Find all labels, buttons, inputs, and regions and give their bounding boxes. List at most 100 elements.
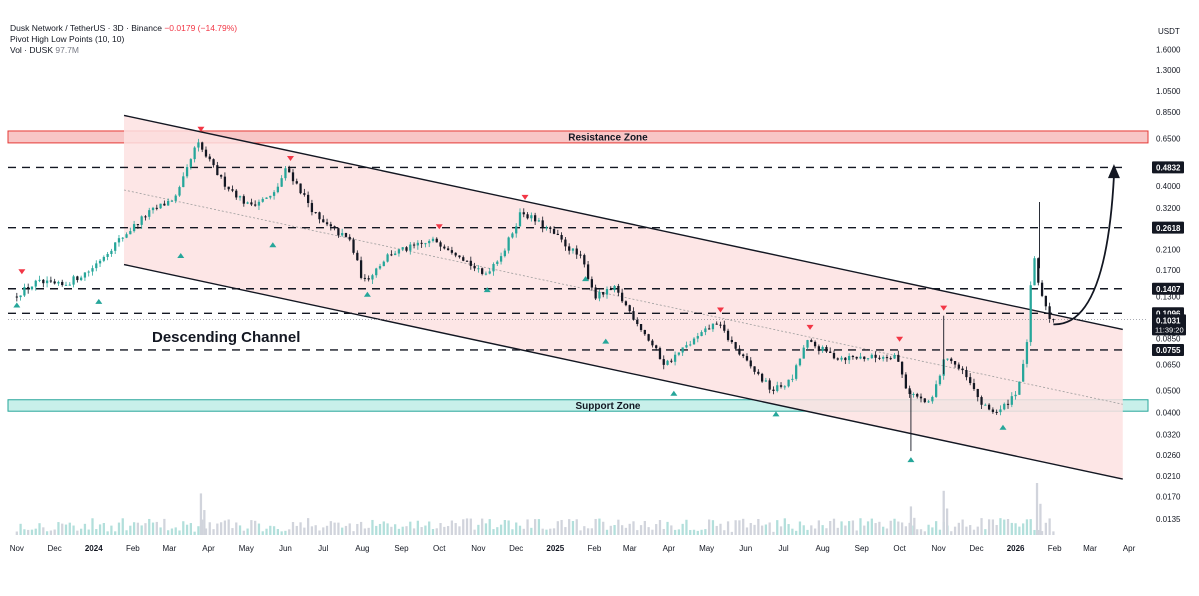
candle-body — [144, 216, 147, 218]
candle-body — [639, 324, 643, 330]
candle-body — [1018, 381, 1021, 395]
candle-body — [34, 280, 37, 287]
volume-bar — [704, 529, 707, 535]
volume-bar — [204, 528, 208, 535]
volume-peak-bar — [913, 517, 916, 535]
candle-body — [916, 393, 919, 397]
candle-body — [851, 356, 855, 358]
candle-body — [223, 176, 227, 187]
volume-bar — [904, 526, 908, 535]
candle-body — [628, 305, 631, 312]
pivot-high-marker — [521, 194, 529, 200]
candle-body — [738, 348, 741, 355]
candle-body — [238, 196, 242, 198]
candle-body — [950, 358, 953, 362]
candle-body — [382, 261, 385, 267]
volume-bar — [401, 526, 404, 535]
volume-bar — [670, 525, 673, 535]
volume-bar — [817, 520, 820, 535]
x-tick-label: Dec — [509, 544, 523, 553]
candle-body — [473, 265, 476, 269]
candle-body — [749, 360, 752, 367]
candle-body — [662, 359, 665, 365]
candle-body — [825, 346, 828, 352]
volume-bar — [428, 521, 431, 535]
volume-bar — [238, 525, 242, 535]
volume-bar — [235, 522, 238, 535]
candle-body — [568, 246, 571, 251]
volume-bar — [560, 519, 563, 535]
volume-bar — [27, 529, 30, 535]
x-tick-label: 2025 — [546, 544, 564, 553]
volume-bar — [980, 518, 983, 535]
candle-body — [193, 147, 196, 160]
candle-body — [117, 238, 121, 243]
volume-bar — [1040, 531, 1044, 535]
volume-bar — [935, 521, 938, 535]
channel-label: Descending Channel — [152, 329, 300, 346]
y-tick-label: 0.0260 — [1156, 451, 1181, 460]
level-tag-label: 0.0755 — [1156, 346, 1181, 355]
candle-body — [882, 357, 885, 359]
volume-bar — [772, 531, 775, 535]
candle-body — [726, 330, 730, 340]
candle-body — [219, 175, 223, 177]
candle-body — [1033, 258, 1036, 286]
volume-bar — [503, 519, 506, 535]
candle-body — [484, 273, 488, 275]
volume-bar — [889, 520, 892, 535]
volume-bar — [923, 531, 926, 535]
y-tick-label: 0.0650 — [1156, 361, 1181, 370]
y-tick-label: 0.2100 — [1156, 245, 1181, 254]
candle-body — [670, 360, 673, 362]
indicator-legend[interactable]: Pivot High Low Points (10, 10) — [10, 34, 125, 44]
candle-body — [791, 378, 794, 380]
level-tag-bg — [1152, 161, 1184, 174]
volume-bar — [844, 525, 847, 535]
volume-bar — [840, 521, 843, 535]
candle-body — [927, 401, 930, 403]
volume-bar — [953, 526, 957, 535]
volume-bar — [961, 519, 964, 535]
resistance-zone — [7, 130, 1149, 144]
volume-bar — [416, 520, 419, 535]
candle-body — [19, 295, 22, 298]
candle-body — [1052, 319, 1055, 321]
candle-body — [121, 237, 124, 239]
candle-body — [870, 354, 873, 359]
volume-bar — [284, 530, 287, 535]
candle-body — [518, 212, 522, 227]
symbol-title: Dusk Network / TetherUS · 3D · Binance — [10, 23, 162, 33]
candle-body — [957, 364, 960, 369]
candle-body — [367, 278, 370, 280]
candle-body — [359, 260, 363, 278]
volume-bar — [193, 531, 196, 535]
candle-body — [919, 396, 923, 399]
x-tick-label: Sep — [394, 544, 409, 553]
volume-bar — [832, 518, 836, 535]
volume-legend[interactable]: Vol · DUSK 97.7M — [10, 45, 79, 55]
volume-bar — [866, 521, 870, 535]
candle-body — [1029, 285, 1032, 343]
candle-body — [386, 254, 389, 262]
candle-body — [636, 319, 639, 325]
volume-bar — [454, 523, 457, 535]
volume-bar — [851, 520, 855, 535]
candle-body — [897, 354, 900, 362]
candle-body — [795, 365, 798, 379]
candle-body — [866, 358, 870, 360]
candle-body — [61, 281, 64, 286]
volume-bar — [586, 528, 590, 535]
volume-bar — [110, 525, 113, 535]
volume-bar — [1006, 518, 1010, 535]
candle-body — [45, 280, 49, 284]
volume-bar — [919, 529, 923, 535]
candle-body — [76, 276, 79, 281]
volume-bar — [375, 525, 378, 535]
volume-bar — [227, 519, 230, 535]
candle-body — [802, 347, 805, 359]
x-tick-label: Oct — [433, 544, 446, 553]
candle-body — [72, 276, 75, 285]
volume-bar — [19, 523, 22, 535]
